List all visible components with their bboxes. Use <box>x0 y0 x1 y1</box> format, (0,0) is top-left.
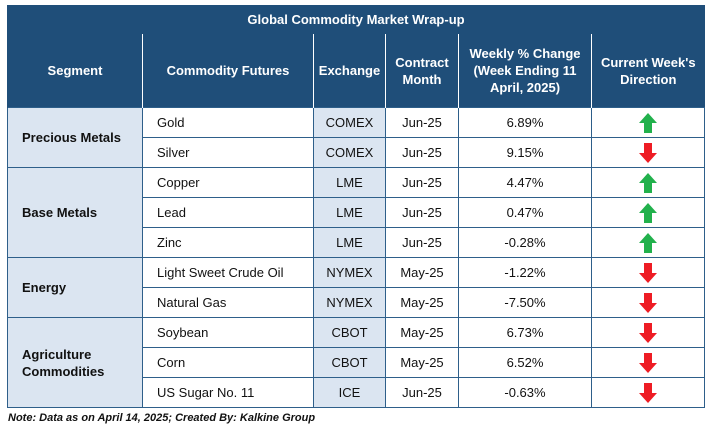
month-cell: Jun-25 <box>385 377 459 408</box>
month-cell: Jun-25 <box>385 137 459 168</box>
direction-cell <box>590 107 706 138</box>
header-change: Weekly % Change (Week Ending 11 April, 2… <box>458 33 592 108</box>
change-cell: 4.47% <box>458 167 592 198</box>
month-cell: May-25 <box>385 257 459 288</box>
header-futures: Commodity Futures <box>142 33 314 108</box>
direction-cell <box>590 317 706 348</box>
change-cell: 9.15% <box>458 137 592 168</box>
month-cell: May-25 <box>385 287 459 318</box>
futures-cell: Natural Gas <box>142 287 314 318</box>
table-row: Natural Gas NYMEX May-25 -7.50% <box>8 287 706 318</box>
month-cell: Jun-25 <box>385 197 459 228</box>
direction-cell <box>590 227 706 258</box>
arrow-down-icon <box>639 262 657 283</box>
exchange-cell: COMEX <box>313 107 386 138</box>
exchange-cell: LME <box>313 167 386 198</box>
futures-cell: Soybean <box>142 317 314 348</box>
change-cell: 6.52% <box>458 347 592 378</box>
footnote: Note: Data as on April 14, 2025; Created… <box>8 412 316 424</box>
header-exchange: Exchange <box>313 33 386 108</box>
commodity-table: Global Commodity Market Wrap-up Segment … <box>6 5 706 408</box>
month-cell: May-25 <box>385 317 459 348</box>
change-cell: 0.47% <box>458 197 592 228</box>
change-cell: 6.73% <box>458 317 592 348</box>
exchange-cell: LME <box>313 227 386 258</box>
exchange-cell: NYMEX <box>313 287 386 318</box>
futures-cell: Lead <box>142 197 314 228</box>
futures-cell: Gold <box>142 107 314 138</box>
segment-cell: Agriculture Commodities <box>7 317 143 408</box>
table-row: Base Metals Copper LME Jun-25 4.47% <box>7 167 706 258</box>
futures-cell: Corn <box>142 347 314 378</box>
change-cell: 6.89% <box>458 107 592 138</box>
header-month: Contract Month <box>385 33 459 108</box>
table-row: Energy Light Sweet Crude Oil NYMEX May-2… <box>7 257 706 318</box>
segment-cell: Base Metals <box>7 167 143 258</box>
change-cell: -0.28% <box>458 227 592 258</box>
arrow-up-icon <box>639 112 657 133</box>
exchange-cell: ICE <box>313 377 386 408</box>
direction-cell <box>590 167 706 198</box>
arrow-down-icon <box>639 322 657 343</box>
exchange-cell: CBOT <box>313 317 386 348</box>
direction-cell <box>590 377 706 408</box>
segment-cell: Precious Metals <box>7 107 143 168</box>
month-cell: Jun-25 <box>385 167 459 198</box>
direction-cell <box>590 287 706 318</box>
month-cell: Jun-25 <box>385 227 459 258</box>
table-row: Agriculture Commodities Soybean CBOT May… <box>7 317 706 408</box>
arrow-up-icon <box>639 202 657 223</box>
month-cell: Jun-25 <box>385 107 459 138</box>
table-row: Precious Metals Gold COMEX Jun-25 6.89% <box>7 107 706 168</box>
arrow-down-icon <box>639 142 657 163</box>
arrow-up-icon <box>639 232 657 253</box>
direction-cell <box>590 197 706 228</box>
arrow-up-icon <box>639 172 657 193</box>
futures-cell: US Sugar No. 11 <box>142 377 314 408</box>
arrow-down-icon <box>639 292 657 313</box>
table-row: US Sugar No. 11 ICE Jun-25 -0.63% <box>8 377 706 408</box>
exchange-cell: COMEX <box>313 137 386 168</box>
table-row: Lead LME Jun-25 0.47% <box>8 197 706 228</box>
change-cell: -7.50% <box>458 287 592 318</box>
commodity-table-container: Global Commodity Market Wrap-up Segment … <box>6 5 706 408</box>
exchange-cell: LME <box>313 197 386 228</box>
arrow-down-icon <box>639 382 657 403</box>
change-cell: -0.63% <box>458 377 592 408</box>
month-cell: May-25 <box>385 347 459 378</box>
direction-cell <box>590 347 706 378</box>
change-cell: -1.22% <box>458 257 592 288</box>
futures-cell: Copper <box>142 167 314 198</box>
futures-cell: Zinc <box>142 227 314 258</box>
direction-cell <box>590 257 706 288</box>
exchange-cell: CBOT <box>313 347 386 378</box>
futures-cell: Silver <box>142 137 314 168</box>
header-segment: Segment <box>7 33 143 108</box>
table-row: Corn CBOT May-25 6.52% <box>8 347 706 378</box>
header-direction: Current Week's Direction <box>590 33 705 108</box>
direction-cell <box>590 137 706 168</box>
segment-cell: Energy <box>7 257 143 318</box>
futures-cell: Light Sweet Crude Oil <box>142 257 314 288</box>
table-row: Silver COMEX Jun-25 9.15% <box>8 137 706 168</box>
exchange-cell: NYMEX <box>313 257 386 288</box>
table-title: Global Commodity Market Wrap-up <box>6 5 706 34</box>
arrow-down-icon <box>639 352 657 373</box>
